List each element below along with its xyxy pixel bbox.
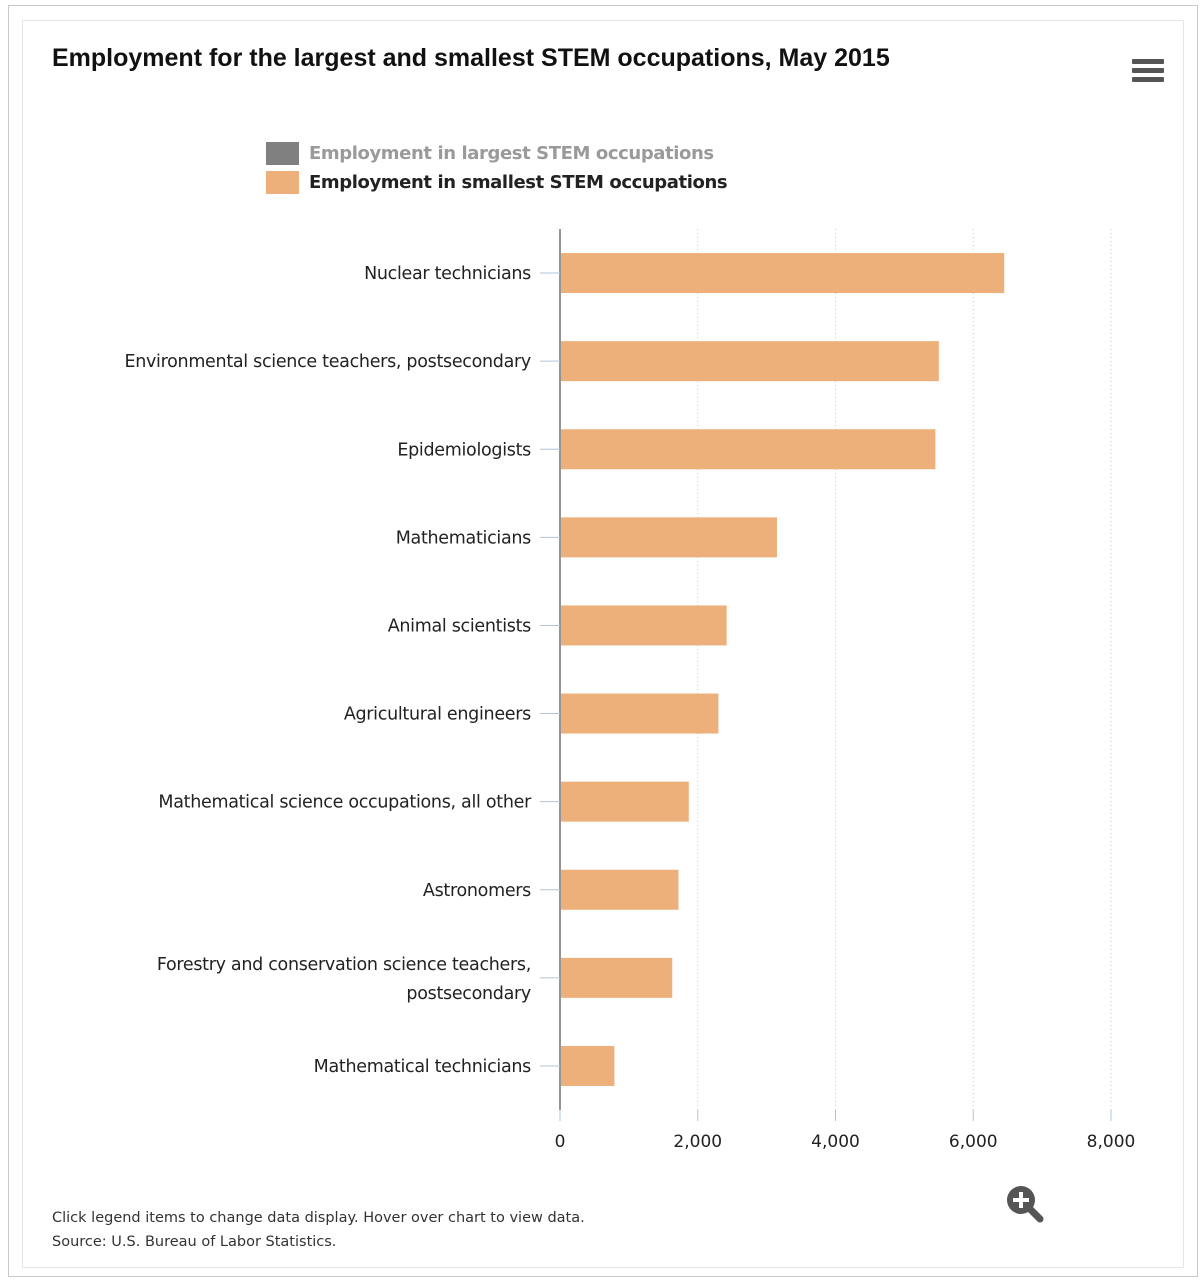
category-label-line: Mathematicians	[396, 528, 531, 548]
bar[interactable]	[561, 781, 689, 822]
category-label: Environmental science teachers, postseco…	[124, 352, 531, 372]
category-label: Astronomers	[423, 881, 531, 901]
legend-swatch-smallest	[266, 171, 299, 194]
category-label-line: Mathematical science occupations, all ot…	[158, 793, 532, 813]
bar[interactable]	[561, 957, 673, 998]
bar[interactable]	[561, 869, 679, 910]
x-tick-label: 4,000	[811, 1132, 860, 1152]
category-label: Nuclear technicians	[364, 264, 531, 284]
bar[interactable]	[561, 1045, 615, 1086]
bar[interactable]	[561, 429, 936, 470]
category-label: Mathematical technicians	[314, 1057, 532, 1077]
category-label-line: Forestry and conservation science teache…	[157, 955, 531, 975]
category-label-line: Nuclear technicians	[364, 264, 531, 284]
x-tick-label: 0	[555, 1132, 566, 1152]
category-label-line: Epidemiologists	[397, 440, 531, 460]
category-label: Mathematicians	[396, 528, 531, 548]
category-label-line: Astronomers	[423, 881, 531, 901]
category-label: Epidemiologists	[397, 440, 531, 460]
legend-swatch-largest	[266, 142, 299, 165]
category-label-line: Agricultural engineers	[344, 705, 531, 725]
legend-label-largest: Employment in largest STEM occupations	[309, 143, 714, 164]
bar[interactable]	[561, 605, 727, 646]
bar[interactable]	[561, 693, 719, 734]
bar[interactable]	[561, 253, 1005, 294]
category-label: Agricultural engineers	[344, 705, 531, 725]
zoom-in-icon[interactable]	[1004, 1183, 1046, 1225]
footnote-instructions: Click legend items to change data displa…	[52, 1210, 585, 1226]
footnote-source: Source: U.S. Bureau of Labor Statistics.	[52, 1234, 337, 1250]
category-label-line: Mathematical technicians	[314, 1057, 532, 1077]
category-label-line: Environmental science teachers, postseco…	[124, 352, 531, 372]
category-label-line: Animal scientists	[388, 616, 531, 636]
x-tick-label: 2,000	[673, 1132, 722, 1152]
bar[interactable]	[561, 341, 939, 382]
category-label: Animal scientists	[388, 616, 531, 636]
bar[interactable]	[561, 517, 777, 558]
legend-label-smallest: Employment in smallest STEM occupations	[309, 172, 728, 193]
x-tick-label: 8,000	[1087, 1132, 1136, 1152]
category-label: Mathematical science occupations, all ot…	[158, 793, 532, 813]
category-label: Forestry and conservation science teache…	[157, 955, 531, 1004]
x-tick-label: 6,000	[949, 1132, 998, 1152]
hamburger-menu-icon[interactable]	[1130, 57, 1166, 85]
category-label-line: postsecondary	[406, 984, 531, 1004]
chart-title: Employment for the largest and smallest …	[52, 44, 890, 72]
